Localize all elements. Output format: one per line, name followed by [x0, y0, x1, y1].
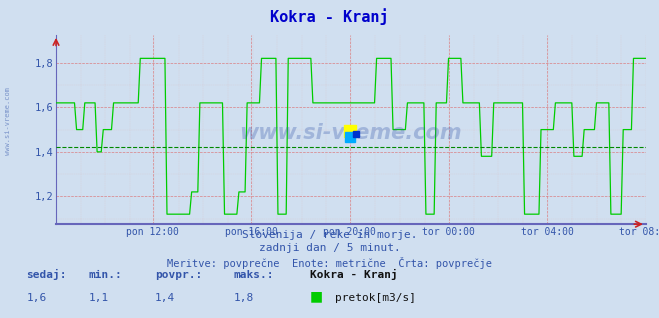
- Text: Kokra - Kranj: Kokra - Kranj: [270, 8, 389, 25]
- Text: Kokra - Kranj: Kokra - Kranj: [310, 269, 397, 280]
- Text: sedaj:: sedaj:: [26, 269, 67, 280]
- Text: 1,1: 1,1: [89, 293, 109, 302]
- Text: min.:: min.:: [89, 270, 123, 280]
- Text: 1,6: 1,6: [26, 293, 47, 302]
- Text: ■: ■: [310, 289, 323, 303]
- Text: www.si-vreme.com: www.si-vreme.com: [240, 123, 462, 143]
- Text: www.si-vreme.com: www.si-vreme.com: [5, 87, 11, 155]
- Text: maks.:: maks.:: [234, 270, 274, 280]
- Text: Meritve: povprečne  Enote: metrične  Črta: povprečje: Meritve: povprečne Enote: metrične Črta:…: [167, 257, 492, 269]
- Text: zadnji dan / 5 minut.: zadnji dan / 5 minut.: [258, 243, 401, 253]
- Text: Slovenija / reke in morje.: Slovenija / reke in morje.: [242, 230, 417, 239]
- Text: 1,4: 1,4: [155, 293, 175, 302]
- Text: 1,8: 1,8: [234, 293, 254, 302]
- Text: pretok[m3/s]: pretok[m3/s]: [335, 293, 416, 302]
- Text: povpr.:: povpr.:: [155, 270, 202, 280]
